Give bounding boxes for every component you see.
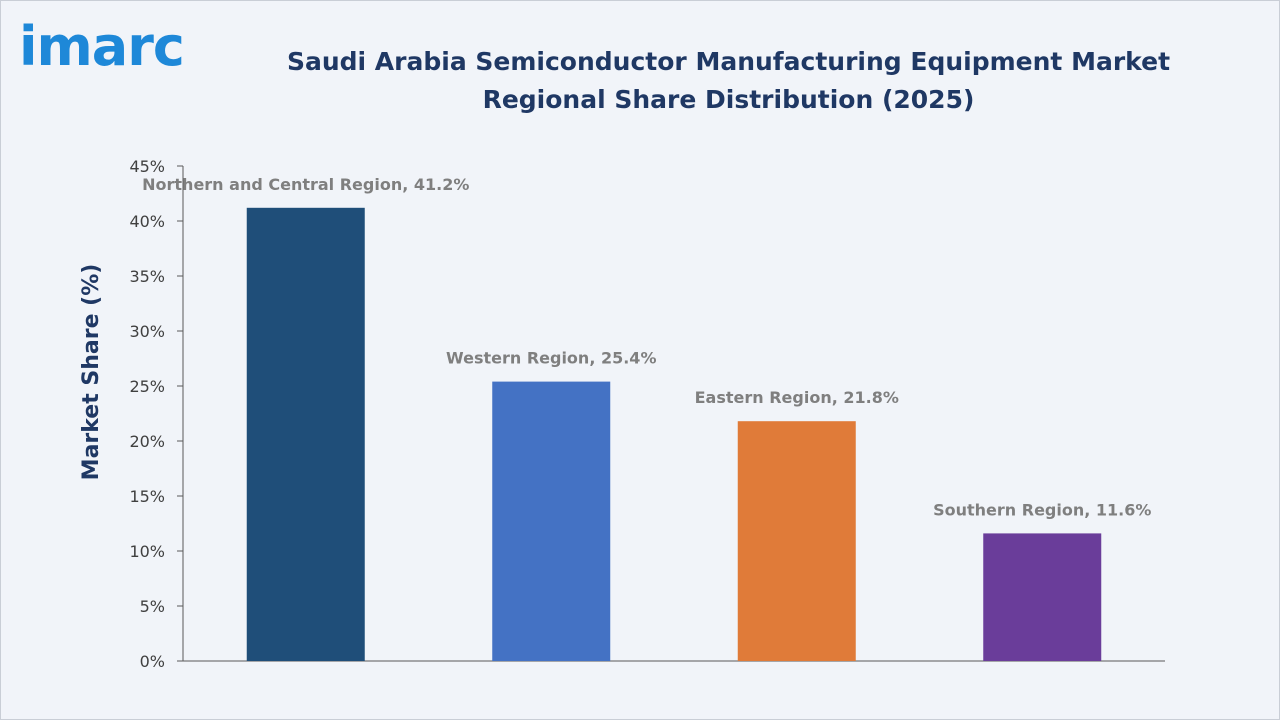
y-tick-label: 15%: [129, 487, 165, 506]
bar: [737, 421, 856, 661]
bar-data-label: Eastern Region, 21.8%: [695, 388, 899, 407]
y-tick-label: 5%: [140, 597, 165, 616]
logo-text: imarc: [19, 15, 185, 78]
y-tick-label: 35%: [129, 267, 165, 286]
y-tick-label: 10%: [129, 542, 165, 561]
bar: [492, 381, 611, 661]
bars: [246, 207, 1102, 662]
bar-data-label: Northern and Central Region, 41.2%: [142, 175, 469, 194]
y-tick-label: 0%: [140, 652, 165, 671]
bar: [246, 207, 365, 662]
y-tick-label: 45%: [129, 157, 165, 176]
data-labels: Northern and Central Region, 41.2% Wester…: [142, 175, 1151, 520]
imarc-logo: imarc: [19, 15, 209, 85]
bar-data-label: Western Region, 25.4%: [446, 349, 656, 368]
bar: [983, 533, 1102, 661]
y-tick-label: 30%: [129, 322, 165, 341]
y-tick-label: 25%: [129, 377, 165, 396]
bar-data-label: Southern Region, 11.6%: [933, 500, 1151, 519]
y-tick-label: 20%: [129, 432, 165, 451]
chart-title: Saudi Arabia Semiconductor Manufacturing…: [286, 47, 1171, 114]
y-tick-label: 40%: [129, 212, 165, 231]
y-axis-label: Market Share (%): [79, 264, 104, 481]
